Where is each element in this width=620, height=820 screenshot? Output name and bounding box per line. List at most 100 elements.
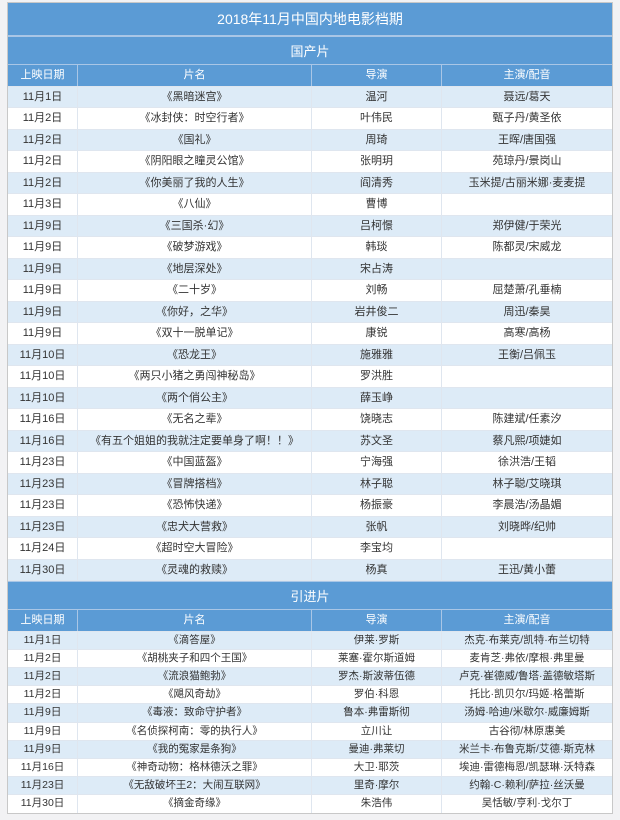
cell-director: 鲁本·弗雷斯彻 — [312, 704, 442, 721]
table-row: 11月9日《名侦探柯南：零的执行人》立川让古谷彻/林原惠美 — [8, 723, 612, 741]
table-row: 11月2日《阴阳眼之瞳灵公馆》张明玥苑琼丹/景岗山 — [8, 151, 612, 173]
table-row: 11月1日《黑暗迷宫》温河聂远/葛天 — [8, 87, 612, 109]
table-row: 11月23日《忠犬大营救》张帆刘晓晔/纪帅 — [8, 517, 612, 539]
cell-cast: 杰克·布莱克/凯特·布兰切特 — [442, 632, 612, 649]
cell-cast: 陈建斌/任素汐 — [442, 409, 612, 430]
table-row: 11月30日《摘金奇缘》朱浩伟吴恬敏/亨利·戈尔丁 — [8, 795, 612, 812]
table-row: 11月9日《三国杀·幻》吕柯憬郑伊健/于荣光 — [8, 216, 612, 238]
cell-name: 《超时空大冒险》 — [78, 538, 312, 559]
cell-date: 11月24日 — [8, 538, 78, 559]
cell-date: 11月10日 — [8, 388, 78, 409]
table-row: 11月10日《两只小猪之勇闯神秘岛》罗洪胜 — [8, 366, 612, 388]
cell-name: 《双十一脱单记》 — [78, 323, 312, 344]
cell-cast: 徐洪浩/王韬 — [442, 452, 612, 473]
cell-name: 《飓风奇劫》 — [78, 686, 312, 703]
cell-date: 11月9日 — [8, 323, 78, 344]
table-row: 11月16日《无名之辈》饶晓志陈建斌/任素汐 — [8, 409, 612, 431]
cell-director: 张帆 — [312, 517, 442, 538]
cell-name: 《阴阳眼之瞳灵公馆》 — [78, 151, 312, 172]
cell-name: 《无名之辈》 — [78, 409, 312, 430]
cell-director: 吕柯憬 — [312, 216, 442, 237]
cell-name: 《恐龙王》 — [78, 345, 312, 366]
cell-director: 饶晓志 — [312, 409, 442, 430]
section-header: 引进片 — [8, 581, 612, 610]
cell-cast: 托比·凯贝尔/玛姬·格蕾斯 — [442, 686, 612, 703]
col-name: 片名 — [78, 610, 312, 631]
table-row: 11月24日《超时空大冒险》李宝均 — [8, 538, 612, 560]
cell-date: 11月9日 — [8, 704, 78, 721]
col-cast: 主演/配音 — [442, 610, 612, 631]
cell-cast: 甄子丹/黄圣依 — [442, 108, 612, 129]
cell-date: 11月3日 — [8, 194, 78, 215]
table-row: 11月2日《国礼》周琦王晖/唐国强 — [8, 130, 612, 152]
cell-date: 11月23日 — [8, 474, 78, 495]
cell-cast: 林子聪/艾晓琪 — [442, 474, 612, 495]
cell-cast: 米兰卡·布鲁克斯/艾德·斯克林 — [442, 741, 612, 758]
cell-date: 11月30日 — [8, 795, 78, 812]
cell-name: 《滴答屋》 — [78, 632, 312, 649]
cell-date: 11月2日 — [8, 130, 78, 151]
cell-name: 《黑暗迷宫》 — [78, 87, 312, 108]
cell-name: 《破梦游戏》 — [78, 237, 312, 258]
cell-date: 11月9日 — [8, 280, 78, 301]
cell-director: 苏文圣 — [312, 431, 442, 452]
table-row: 11月30日《灵魂的救赎》杨真王迅/黄小蕾 — [8, 560, 612, 582]
cell-cast: 约翰·C·赖利/萨拉·丝沃曼 — [442, 777, 612, 794]
cell-name: 《有五个姐姐的我就注定要单身了啊！！》 — [78, 431, 312, 452]
cell-director: 宁海强 — [312, 452, 442, 473]
cell-name: 《冒牌搭档》 — [78, 474, 312, 495]
cell-cast: 麦肯芝·弗依/摩根·弗里曼 — [442, 650, 612, 667]
col-cast: 主演/配音 — [442, 65, 612, 86]
cell-cast: 汤姆·哈迪/米歇尔·威廉姆斯 — [442, 704, 612, 721]
col-name: 片名 — [78, 65, 312, 86]
cell-date: 11月2日 — [8, 108, 78, 129]
cell-cast — [442, 259, 612, 280]
cell-director: 杨真 — [312, 560, 442, 581]
cell-director: 大卫·耶茨 — [312, 759, 442, 776]
cell-date: 11月16日 — [8, 409, 78, 430]
cell-date: 11月23日 — [8, 452, 78, 473]
table-row: 11月2日《胡桃夹子和四个王国》莱塞·霍尔斯道姆麦肯芝·弗依/摩根·弗里曼 — [8, 650, 612, 668]
cell-director: 曹博 — [312, 194, 442, 215]
cell-director: 杨振豪 — [312, 495, 442, 516]
cell-name: 《两只小猪之勇闯神秘岛》 — [78, 366, 312, 387]
cell-director: 罗杰·斯波蒂伍德 — [312, 668, 442, 685]
cell-director: 张明玥 — [312, 151, 442, 172]
cell-date: 11月2日 — [8, 151, 78, 172]
cell-date: 11月16日 — [8, 759, 78, 776]
cell-director: 康锐 — [312, 323, 442, 344]
table-row: 11月9日《二十岁》刘畅屈楚萧/孔垂楠 — [8, 280, 612, 302]
cell-director: 叶伟民 — [312, 108, 442, 129]
table-row: 11月23日《无敌破坏王2：大闹互联网》里奇·摩尔约翰·C·赖利/萨拉·丝沃曼 — [8, 777, 612, 795]
section-header: 国产片 — [8, 36, 612, 65]
cell-name: 《名侦探柯南：零的执行人》 — [78, 723, 312, 740]
cell-name: 《神奇动物：格林德沃之罪》 — [78, 759, 312, 776]
cell-director: 朱浩伟 — [312, 795, 442, 812]
table-row: 11月10日《两个俏公主》薛玉峥 — [8, 388, 612, 410]
cell-date: 11月2日 — [8, 686, 78, 703]
cell-name: 《中国蓝盔》 — [78, 452, 312, 473]
cell-cast: 王晖/唐国强 — [442, 130, 612, 151]
cell-name: 《恐怖快递》 — [78, 495, 312, 516]
cell-cast: 郑伊健/于荣光 — [442, 216, 612, 237]
cell-name: 《无敌破坏王2：大闹互联网》 — [78, 777, 312, 794]
cell-date: 11月23日 — [8, 777, 78, 794]
cell-name: 《三国杀·幻》 — [78, 216, 312, 237]
cell-name: 《我的冤家是条狗》 — [78, 741, 312, 758]
cell-date: 11月1日 — [8, 87, 78, 108]
cell-date: 11月2日 — [8, 173, 78, 194]
cell-cast: 古谷彻/林原惠美 — [442, 723, 612, 740]
cell-name: 《流浪猫鲍勃》 — [78, 668, 312, 685]
table-row: 11月2日《流浪猫鲍勃》罗杰·斯波蒂伍德卢克·崔德威/鲁塔·盖德敏塔斯 — [8, 668, 612, 686]
table-row: 11月9日《你好，之华》岩井俊二周迅/秦昊 — [8, 302, 612, 324]
table-row: 11月1日《滴答屋》伊莱·罗斯杰克·布莱克/凯特·布兰切特 — [8, 632, 612, 650]
cell-date: 11月10日 — [8, 366, 78, 387]
cell-director: 施雅雅 — [312, 345, 442, 366]
cell-cast: 蔡凡熙/项婕如 — [442, 431, 612, 452]
cell-cast: 苑琼丹/景岗山 — [442, 151, 612, 172]
table-row: 11月9日《破梦游戏》韩琰陈都灵/宋威龙 — [8, 237, 612, 259]
schedule-table: 2018年11月中国内地电影档期 国产片上映日期片名导演主演/配音11月1日《黑… — [7, 2, 613, 814]
table-row: 11月9日《毒液：致命守护者》鲁本·弗雷斯彻汤姆·哈迪/米歇尔·威廉姆斯 — [8, 704, 612, 722]
cell-director: 伊莱·罗斯 — [312, 632, 442, 649]
table-row: 11月2日《你美丽了我的人生》阎清秀玉米提/古丽米娜·麦麦提 — [8, 173, 612, 195]
